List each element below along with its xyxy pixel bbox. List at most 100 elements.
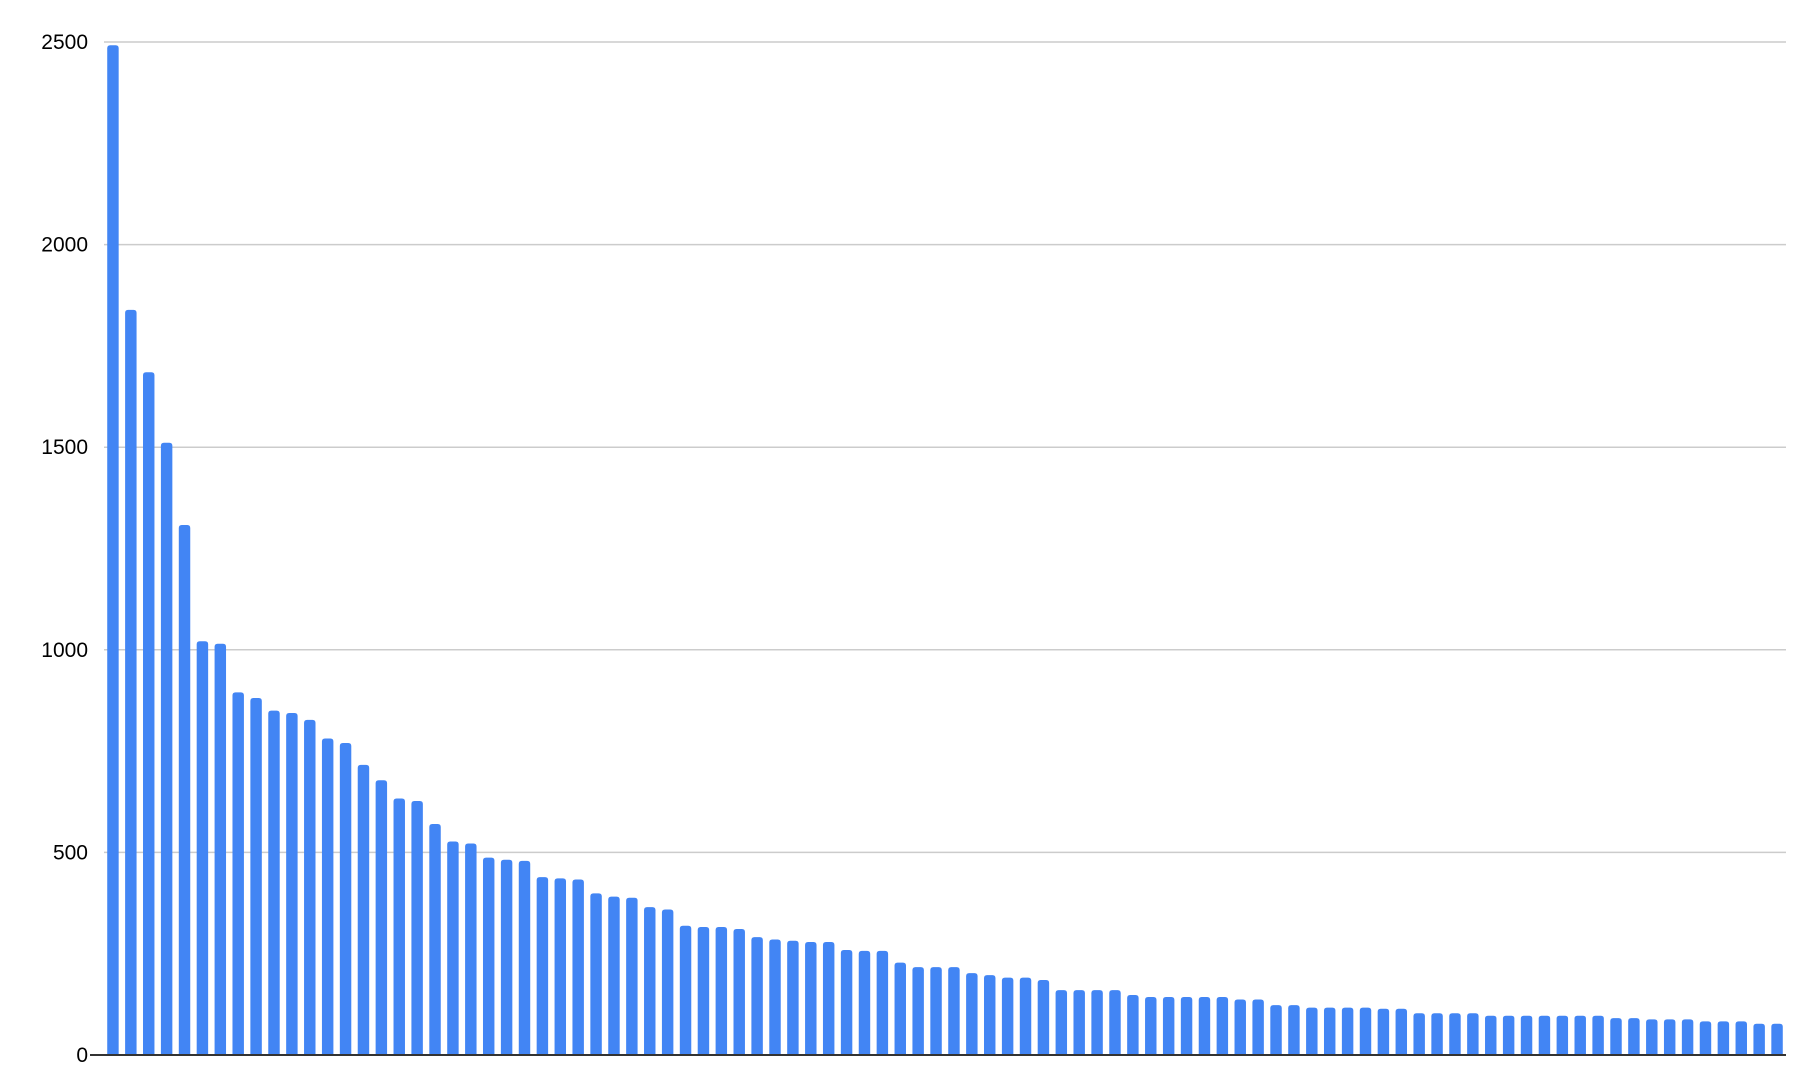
bar (1359, 1007, 1372, 1055)
bar (876, 950, 889, 1055)
bar (1109, 990, 1121, 1055)
bar (1216, 997, 1229, 1055)
bar (536, 877, 549, 1055)
bar (840, 950, 853, 1055)
bar (1735, 1021, 1747, 1055)
bar (1019, 977, 1032, 1055)
bar (679, 925, 692, 1055)
bar (1270, 1005, 1282, 1055)
bar (143, 372, 155, 1055)
bar (339, 742, 352, 1055)
bar (1395, 1008, 1408, 1055)
bar (894, 962, 906, 1055)
gridlines (104, 41, 1786, 854)
bar (1341, 1007, 1354, 1055)
bar (1180, 997, 1193, 1055)
bar (1556, 1015, 1569, 1055)
bar (1663, 1019, 1676, 1055)
bar (769, 939, 781, 1055)
bar (1717, 1021, 1730, 1055)
bar (1646, 1019, 1658, 1055)
bar (1449, 1013, 1461, 1055)
y-tick-label: 500 (53, 841, 88, 864)
bar (1628, 1018, 1640, 1055)
bar (1162, 997, 1175, 1055)
bar (1323, 1007, 1336, 1055)
bar (304, 719, 316, 1055)
bar (286, 713, 298, 1055)
bar (590, 893, 602, 1055)
bar (608, 896, 620, 1055)
y-tick-label: 1500 (41, 436, 88, 459)
bar (1592, 1015, 1604, 1055)
bar (1252, 999, 1264, 1055)
bar (1753, 1023, 1765, 1055)
bar (715, 926, 728, 1055)
bar (1502, 1015, 1515, 1055)
bar (1431, 1013, 1443, 1055)
bar (1037, 980, 1050, 1055)
bar (321, 738, 334, 1055)
bar (1485, 1015, 1497, 1055)
y-tick-label: 1000 (41, 639, 88, 662)
bar (626, 897, 638, 1055)
bar (500, 859, 513, 1055)
bar (107, 45, 119, 1056)
bar (268, 710, 280, 1055)
bar (858, 950, 871, 1055)
bar (751, 937, 763, 1055)
bar (1234, 999, 1246, 1055)
bar (1413, 1013, 1425, 1055)
bar (1073, 990, 1085, 1055)
y-tick-label: 2500 (41, 31, 88, 54)
bar (1699, 1021, 1712, 1055)
bar (1538, 1015, 1551, 1055)
bar (1198, 997, 1211, 1055)
bar (1145, 997, 1157, 1055)
bar (1520, 1015, 1533, 1055)
bar (697, 926, 710, 1055)
bar (1681, 1019, 1694, 1055)
y-tick-label: 2000 (41, 234, 88, 257)
bar (948, 967, 960, 1055)
bar (196, 641, 209, 1055)
bar (357, 764, 370, 1055)
bar (1091, 990, 1103, 1055)
bar (572, 879, 584, 1055)
bar (1001, 977, 1014, 1055)
bar (1610, 1018, 1622, 1055)
bar (465, 843, 477, 1055)
bar (984, 975, 996, 1055)
bar (554, 878, 567, 1055)
bar (1306, 1007, 1318, 1055)
bar (733, 928, 745, 1055)
bar (393, 798, 405, 1055)
y-axis-tick-labels: 0 500 1000 1500 2000 2500 (41, 31, 88, 1067)
bar (966, 973, 978, 1055)
bar (1771, 1023, 1783, 1055)
bar (1127, 995, 1139, 1055)
bar (411, 800, 423, 1055)
bar (1574, 1015, 1586, 1055)
bar (125, 309, 137, 1056)
bar (482, 857, 495, 1055)
bar (250, 698, 262, 1055)
bar (160, 442, 173, 1055)
bar (375, 780, 388, 1055)
bar (1055, 990, 1068, 1055)
bar (518, 860, 531, 1055)
bar (912, 967, 924, 1055)
bar (429, 824, 441, 1055)
bar (930, 967, 942, 1055)
bar (214, 643, 227, 1055)
bar (787, 940, 799, 1055)
bar (1377, 1008, 1390, 1055)
bar (822, 941, 835, 1055)
bar (232, 692, 244, 1055)
bar (178, 524, 191, 1055)
bar (644, 907, 656, 1055)
bars (107, 45, 1783, 1056)
y-tick-label: 0 (76, 1044, 88, 1067)
bar (805, 941, 817, 1055)
